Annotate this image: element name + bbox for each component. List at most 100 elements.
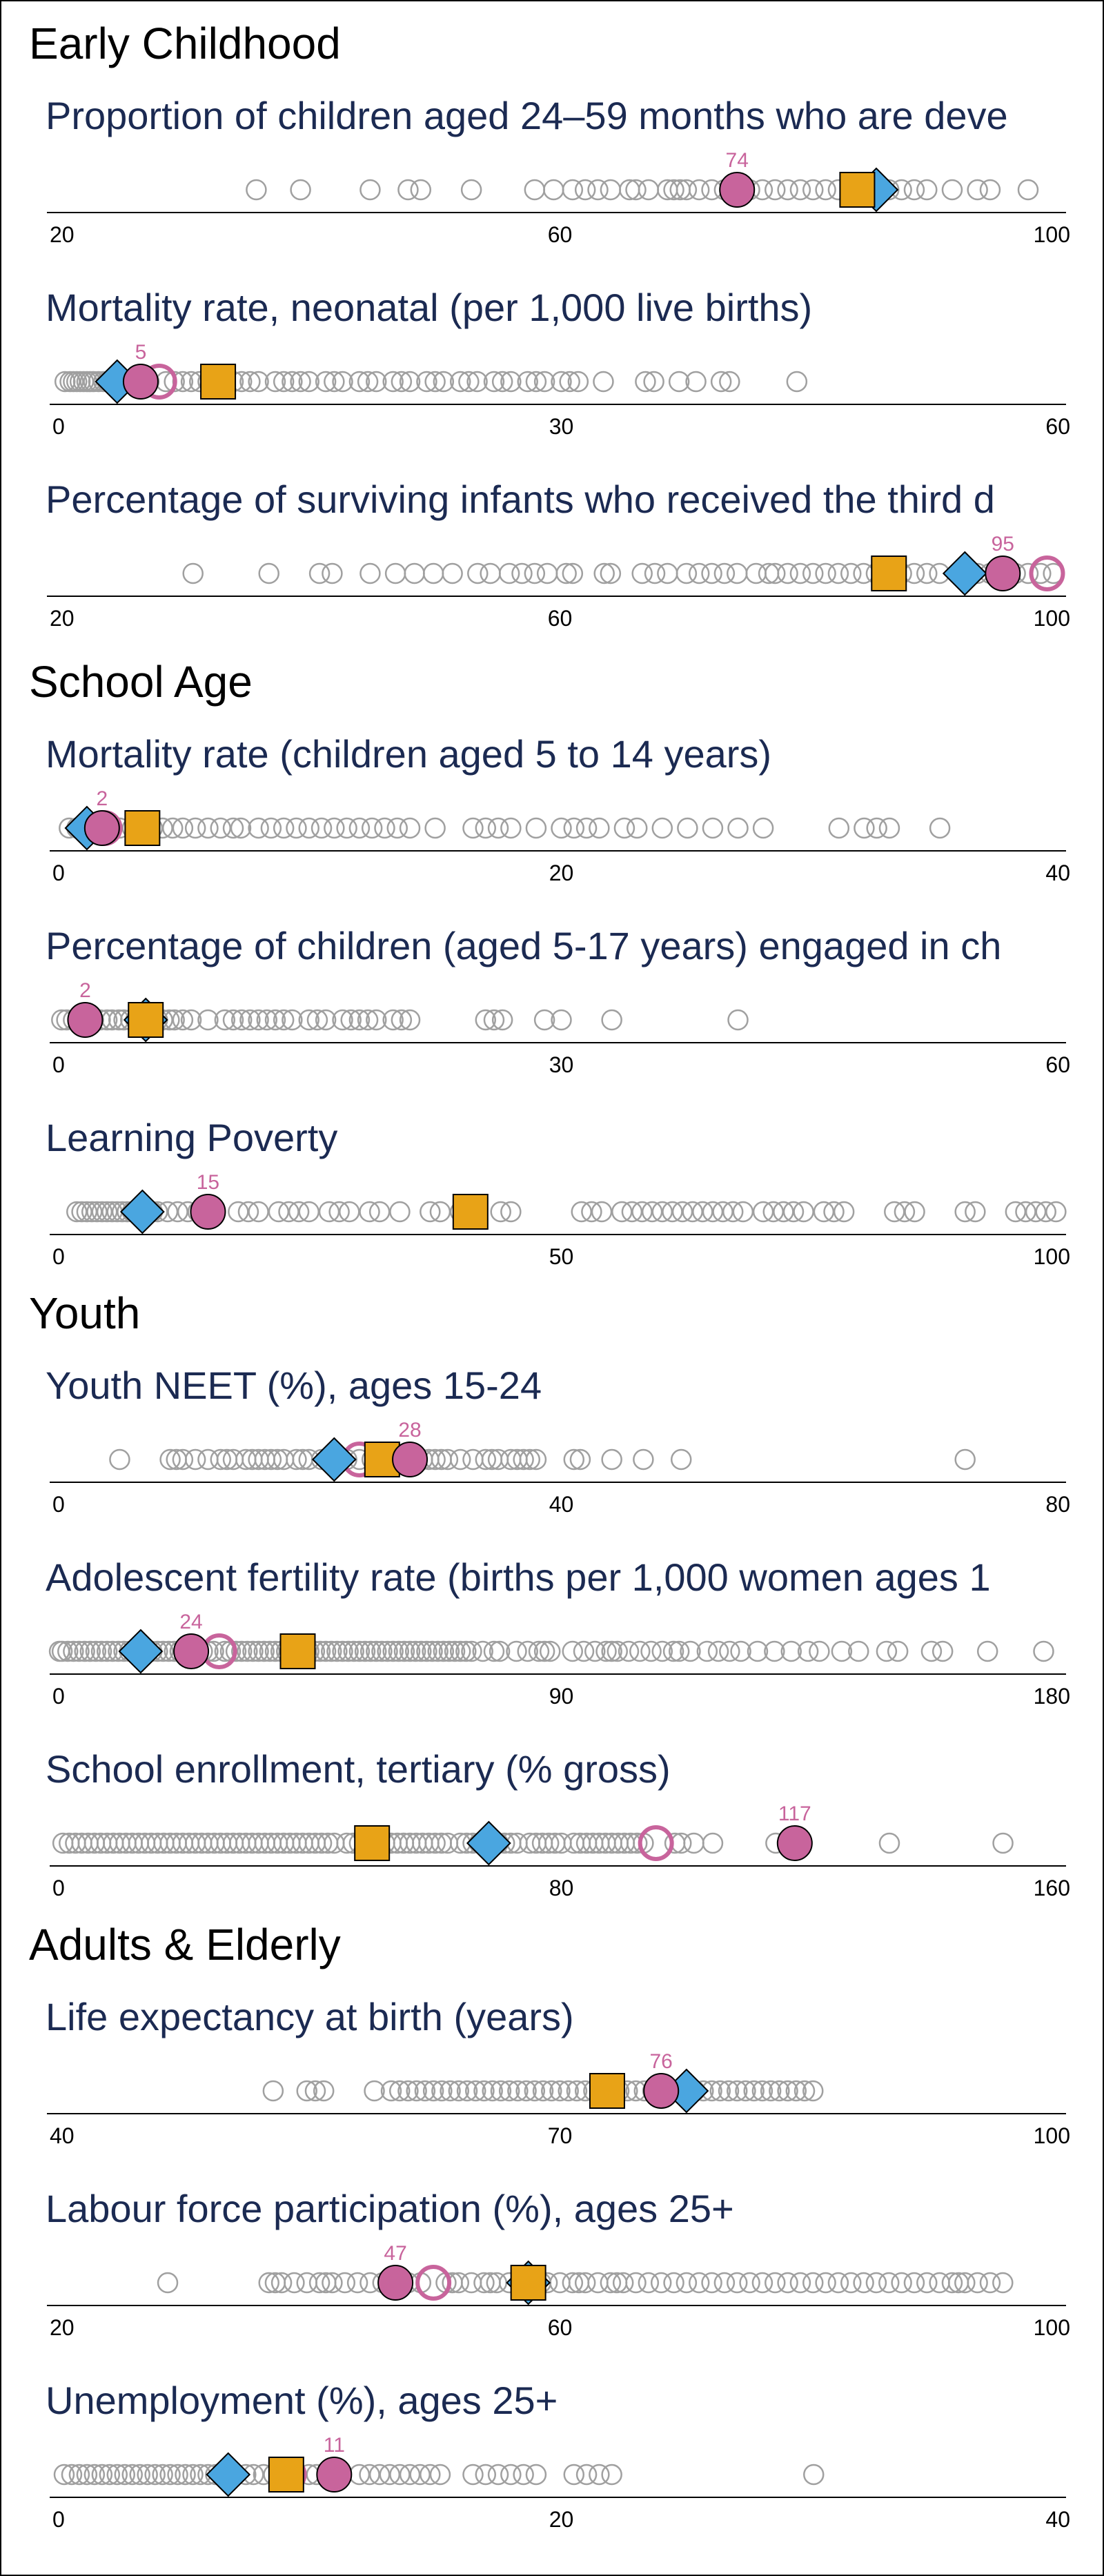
other-economy-point xyxy=(298,371,319,393)
other-economy-point xyxy=(86,1201,108,1223)
other-economy-point xyxy=(237,1201,259,1223)
other-economy-point xyxy=(785,2080,807,2102)
other-economy-point xyxy=(121,2464,143,2486)
other-economy-point xyxy=(532,2080,554,2102)
other-economy-point xyxy=(487,2464,509,2486)
other-economy-point xyxy=(638,179,660,201)
country-ring-marker xyxy=(415,2265,452,2301)
other-economy-point xyxy=(359,562,381,584)
other-economy-point xyxy=(840,562,862,584)
other-economy-point xyxy=(676,179,698,201)
other-economy-point xyxy=(701,562,722,584)
other-economy-point xyxy=(475,1448,497,1471)
other-economy-point xyxy=(601,2464,622,2486)
country-marker xyxy=(83,810,120,846)
other-economy-point xyxy=(298,1009,319,1031)
country-marker xyxy=(173,1633,210,1669)
income-group-square-marker xyxy=(128,1002,164,1038)
other-economy-point xyxy=(286,817,307,839)
other-economy-point xyxy=(633,1448,654,1471)
other-economy-point xyxy=(366,1009,387,1031)
other-economy-point xyxy=(63,1640,84,1662)
other-economy-point xyxy=(164,371,185,393)
other-economy-point xyxy=(248,1201,269,1223)
other-economy-point xyxy=(282,1009,303,1031)
other-economy-point xyxy=(473,2080,495,2102)
other-economy-point xyxy=(475,817,497,839)
other-economy-point xyxy=(467,562,489,584)
other-economy-point xyxy=(384,562,406,584)
other-economy-point xyxy=(175,2464,196,2486)
other-economy-point xyxy=(507,2080,529,2102)
other-economy-point xyxy=(222,817,244,839)
other-economy-point xyxy=(337,1640,359,1662)
other-economy-point xyxy=(99,2464,121,2486)
other-economy-point xyxy=(751,2272,773,2294)
other-economy-point xyxy=(722,1201,744,1223)
other-economy-point xyxy=(533,371,555,393)
other-economy-point xyxy=(444,1640,466,1662)
other-economy-point xyxy=(348,1640,371,1662)
other-economy-point xyxy=(76,1201,98,1223)
other-economy-point xyxy=(230,817,252,839)
other-economy-point xyxy=(525,371,547,393)
other-economy-point xyxy=(853,2272,874,2294)
other-economy-point xyxy=(306,1009,328,1031)
x-tick-label: 30 xyxy=(549,414,574,439)
other-economy-point xyxy=(712,1201,733,1223)
other-economy-point xyxy=(941,179,963,201)
indicator-title: School enrollment, tertiary (% gross) xyxy=(46,1747,671,1791)
other-economy-point xyxy=(455,1640,477,1662)
other-economy-point xyxy=(253,1640,275,1662)
other-economy-point xyxy=(53,2464,75,2486)
other-economy-point xyxy=(992,1832,1014,1854)
other-economy-point xyxy=(524,179,546,201)
other-economy-point xyxy=(827,562,849,584)
other-economy-point xyxy=(500,1201,522,1223)
income-group-square-marker xyxy=(279,1633,316,1669)
other-economy-point xyxy=(575,2464,598,2486)
other-economy-point xyxy=(230,1009,253,1031)
x-tick-label: 0 xyxy=(52,1876,65,1900)
other-economy-point xyxy=(340,1009,362,1031)
other-economy-point xyxy=(357,371,379,393)
other-economy-point xyxy=(815,562,836,584)
x-tick-label: 60 xyxy=(548,606,573,631)
x-tick-label: 20 xyxy=(549,2507,574,2532)
other-economy-point xyxy=(465,2080,486,2102)
other-economy-point xyxy=(533,1640,555,1662)
other-economy-point xyxy=(259,1640,281,1662)
other-economy-point xyxy=(172,817,194,839)
other-economy-point xyxy=(541,2080,562,2102)
other-economy-point xyxy=(587,179,609,201)
other-economy-point xyxy=(448,2080,470,2102)
other-economy-point xyxy=(848,1640,869,1662)
other-economy-point xyxy=(777,2272,798,2294)
other-economy-point xyxy=(680,1640,701,1662)
other-economy-point xyxy=(979,2272,1001,2294)
x-tick-label: 0 xyxy=(52,2507,65,2532)
other-economy-point xyxy=(382,1009,404,1031)
x-tick-label: 40 xyxy=(1045,2507,1070,2532)
other-economy-point xyxy=(571,1201,593,1223)
other-economy-point xyxy=(273,1009,295,1031)
other-economy-point xyxy=(865,2272,887,2294)
other-economy-point xyxy=(310,817,333,839)
other-economy-point xyxy=(91,2464,113,2486)
region-diamond-marker xyxy=(942,551,987,596)
other-economy-point xyxy=(66,1201,88,1223)
other-economy-point xyxy=(182,2464,204,2486)
x-tick-label: 60 xyxy=(548,2315,573,2340)
country-ring-marker xyxy=(638,1825,674,1861)
other-economy-point xyxy=(414,2080,436,2102)
x-tick-label: 80 xyxy=(549,1876,574,1900)
other-economy-point xyxy=(727,1009,749,1031)
other-economy-point xyxy=(182,562,204,584)
other-economy-point xyxy=(802,2272,824,2294)
other-economy-point xyxy=(760,2080,782,2102)
other-economy-point xyxy=(517,1640,538,1662)
other-economy-point xyxy=(490,1201,511,1223)
region-diamond-marker xyxy=(466,1820,511,1866)
other-economy-point xyxy=(726,2272,748,2294)
other-economy-point xyxy=(475,1009,497,1031)
